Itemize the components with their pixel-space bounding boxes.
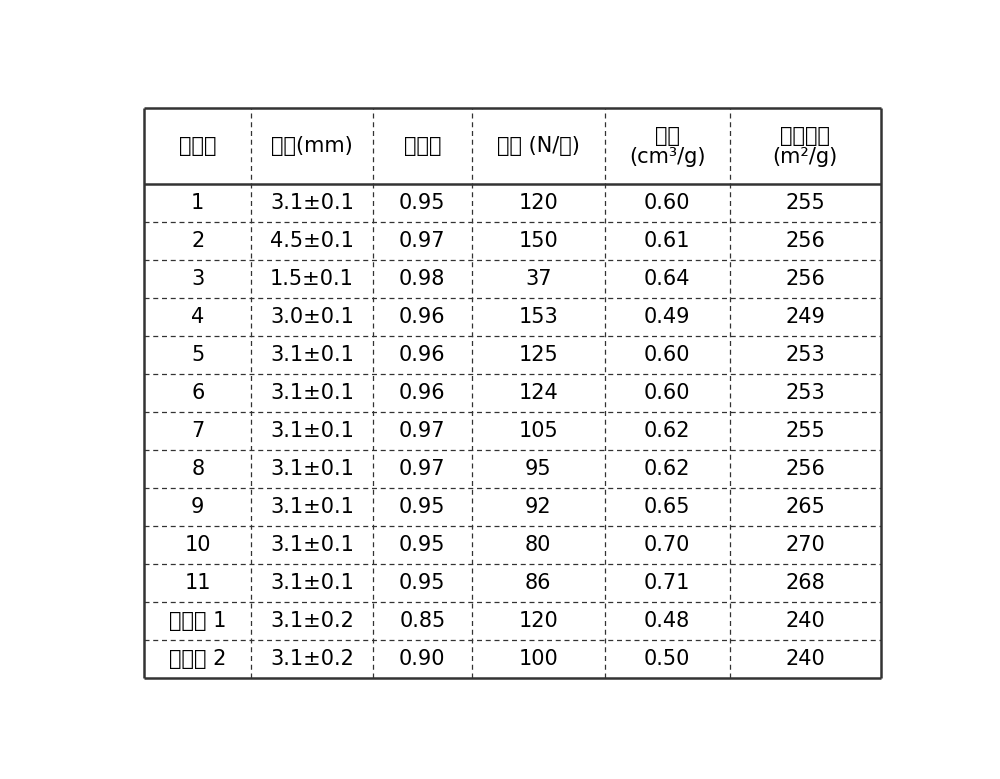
- Text: 37: 37: [525, 270, 552, 290]
- Text: 8: 8: [191, 460, 204, 479]
- Text: 0.62: 0.62: [644, 421, 690, 442]
- Text: 3.1±0.1: 3.1±0.1: [270, 460, 354, 479]
- Text: 比表面积: 比表面积: [780, 126, 830, 146]
- Text: 9: 9: [191, 497, 204, 517]
- Text: 255: 255: [785, 193, 825, 213]
- Text: 95: 95: [525, 460, 552, 479]
- Text: 0.95: 0.95: [399, 497, 446, 517]
- Text: 240: 240: [785, 612, 825, 631]
- Text: 256: 256: [785, 231, 825, 252]
- Text: 0.95: 0.95: [399, 193, 446, 213]
- Text: 0.85: 0.85: [399, 612, 445, 631]
- Text: 0.71: 0.71: [644, 573, 690, 594]
- Text: 0.62: 0.62: [644, 460, 690, 479]
- Text: 0.65: 0.65: [644, 497, 690, 517]
- Text: 1: 1: [191, 193, 204, 213]
- Text: 10: 10: [185, 535, 211, 555]
- Text: 对比例 1: 对比例 1: [169, 612, 226, 631]
- Text: (cm³/g): (cm³/g): [629, 147, 705, 167]
- Text: 0.97: 0.97: [399, 421, 446, 442]
- Text: 0.95: 0.95: [399, 535, 446, 555]
- Text: 0.60: 0.60: [644, 345, 690, 365]
- Text: 124: 124: [518, 383, 558, 404]
- Text: 5: 5: [191, 345, 204, 365]
- Text: 实例号: 实例号: [179, 136, 217, 157]
- Text: 120: 120: [518, 193, 558, 213]
- Text: 256: 256: [785, 270, 825, 290]
- Text: 3: 3: [191, 270, 204, 290]
- Text: 153: 153: [518, 308, 558, 327]
- Text: 255: 255: [785, 421, 825, 442]
- Text: 强度 (N/颗): 强度 (N/颗): [497, 136, 580, 157]
- Text: 256: 256: [785, 460, 825, 479]
- Text: 对比例 2: 对比例 2: [169, 650, 226, 669]
- Text: 265: 265: [785, 497, 825, 517]
- Text: 80: 80: [525, 535, 551, 555]
- Text: 100: 100: [518, 650, 558, 669]
- Text: 11: 11: [185, 573, 211, 594]
- Text: 0.50: 0.50: [644, 650, 690, 669]
- Text: 孔容: 孔容: [655, 126, 680, 146]
- Text: 6: 6: [191, 383, 204, 404]
- Text: 2: 2: [191, 231, 204, 252]
- Text: 球形度: 球形度: [404, 136, 441, 157]
- Text: 0.97: 0.97: [399, 231, 446, 252]
- Text: 7: 7: [191, 421, 204, 442]
- Text: 3.1±0.1: 3.1±0.1: [270, 573, 354, 594]
- Text: 1.5±0.1: 1.5±0.1: [270, 270, 354, 290]
- Text: 粒径(mm): 粒径(mm): [271, 136, 353, 157]
- Text: 0.60: 0.60: [644, 383, 690, 404]
- Text: 92: 92: [525, 497, 552, 517]
- Text: 0.49: 0.49: [644, 308, 690, 327]
- Text: 105: 105: [518, 421, 558, 442]
- Text: 249: 249: [785, 308, 825, 327]
- Text: 240: 240: [785, 650, 825, 669]
- Text: 0.90: 0.90: [399, 650, 446, 669]
- Text: 3.1±0.2: 3.1±0.2: [270, 650, 354, 669]
- Text: 3.1±0.1: 3.1±0.1: [270, 383, 354, 404]
- Text: 253: 253: [785, 383, 825, 404]
- Text: 3.1±0.1: 3.1±0.1: [270, 193, 354, 213]
- Text: 0.96: 0.96: [399, 345, 446, 365]
- Text: 0.96: 0.96: [399, 308, 446, 327]
- Text: 0.64: 0.64: [644, 270, 690, 290]
- Text: 0.60: 0.60: [644, 193, 690, 213]
- Text: 0.70: 0.70: [644, 535, 690, 555]
- Text: 0.97: 0.97: [399, 460, 446, 479]
- Text: 0.61: 0.61: [644, 231, 690, 252]
- Text: 270: 270: [785, 535, 825, 555]
- Text: 0.98: 0.98: [399, 270, 445, 290]
- Text: 3.1±0.1: 3.1±0.1: [270, 535, 354, 555]
- Text: 3.1±0.1: 3.1±0.1: [270, 497, 354, 517]
- Text: 3.1±0.2: 3.1±0.2: [270, 612, 354, 631]
- Text: 253: 253: [785, 345, 825, 365]
- Text: 125: 125: [518, 345, 558, 365]
- Text: (m²/g): (m²/g): [773, 147, 838, 167]
- Text: 150: 150: [518, 231, 558, 252]
- Text: 268: 268: [785, 573, 825, 594]
- Text: 3.0±0.1: 3.0±0.1: [270, 308, 354, 327]
- Text: 86: 86: [525, 573, 552, 594]
- Text: 4.5±0.1: 4.5±0.1: [270, 231, 354, 252]
- Text: 0.95: 0.95: [399, 573, 446, 594]
- Text: 0.48: 0.48: [644, 612, 690, 631]
- Text: 120: 120: [518, 612, 558, 631]
- Text: 0.96: 0.96: [399, 383, 446, 404]
- Text: 4: 4: [191, 308, 204, 327]
- Text: 3.1±0.1: 3.1±0.1: [270, 421, 354, 442]
- Text: 3.1±0.1: 3.1±0.1: [270, 345, 354, 365]
